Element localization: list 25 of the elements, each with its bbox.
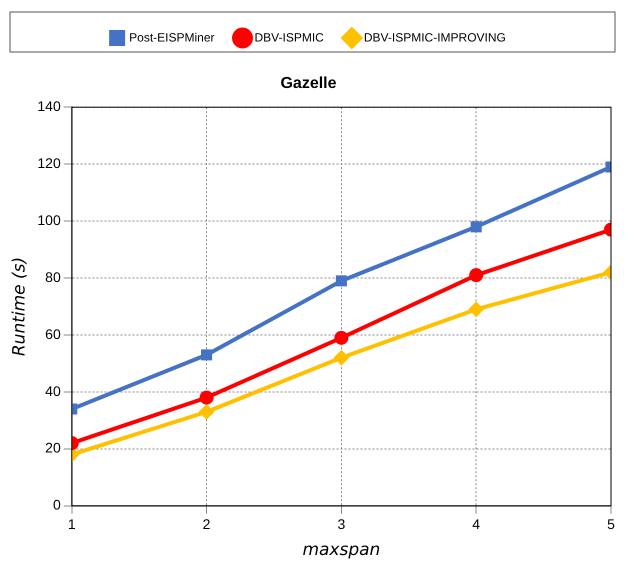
y-tick-label: 0: [52, 496, 61, 513]
y-tick-label: 120: [37, 155, 61, 171]
legend-label: Post-EISPMiner: [129, 30, 215, 44]
legend-label: DBV-ISPMIC: [254, 30, 324, 44]
x-tick-label: 4: [472, 516, 480, 532]
y-tick-label: 20: [45, 440, 61, 456]
x-axis-title: maxspan: [302, 540, 380, 560]
x-tick-label: 1: [68, 516, 76, 532]
chart-title: Gazelle: [280, 75, 337, 92]
y-tick-label: 40: [45, 382, 61, 399]
point: [336, 275, 347, 286]
point: [200, 404, 214, 419]
point: [334, 350, 348, 365]
x-tick-label: 2: [202, 516, 211, 532]
y-tick-label: 80: [45, 268, 61, 285]
point: [334, 330, 348, 345]
x-tick-label: 5: [607, 516, 616, 532]
point: [201, 349, 212, 360]
point: [200, 390, 214, 405]
y-tick-label: 100: [37, 212, 61, 228]
y-tick-label: 60: [45, 326, 61, 342]
legend-label: DBV-ISPMIC-IMPROVING: [364, 30, 506, 44]
y-axis-title: Runtime (s): [10, 256, 30, 356]
x-tick-label: 3: [337, 516, 346, 532]
y-tick-label: 140: [37, 98, 61, 114]
